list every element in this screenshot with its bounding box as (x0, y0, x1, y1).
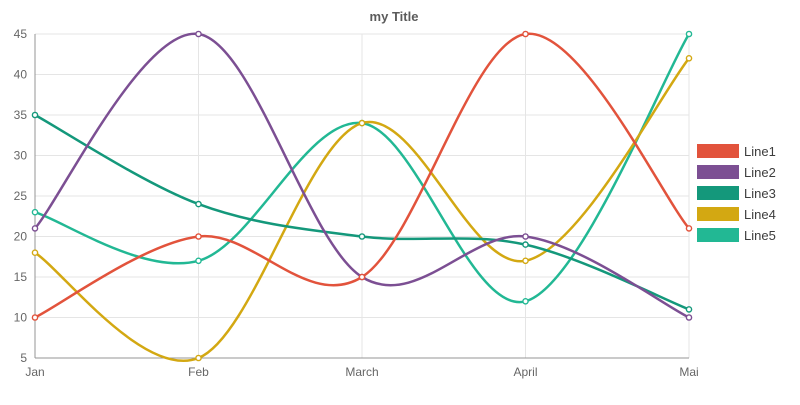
svg-text:10: 10 (14, 311, 28, 325)
svg-text:45: 45 (14, 27, 28, 41)
svg-text:Mai: Mai (679, 365, 698, 379)
svg-text:35: 35 (14, 108, 28, 122)
svg-text:Jan: Jan (25, 365, 44, 379)
svg-text:5: 5 (20, 351, 27, 365)
svg-text:40: 40 (14, 68, 28, 82)
svg-text:30: 30 (14, 149, 28, 163)
svg-text:25: 25 (14, 189, 28, 203)
svg-text:Feb: Feb (188, 365, 209, 379)
svg-text:April: April (513, 365, 537, 379)
svg-text:20: 20 (14, 230, 28, 244)
svg-text:15: 15 (14, 270, 28, 284)
svg-text:March: March (345, 365, 378, 379)
